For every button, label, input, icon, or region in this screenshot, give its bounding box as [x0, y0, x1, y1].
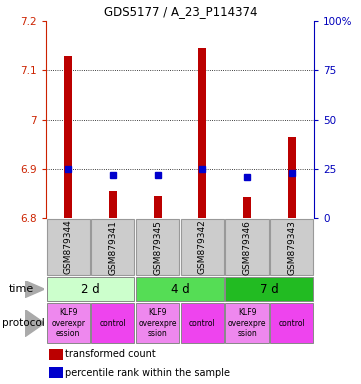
Bar — [243, 197, 251, 218]
Text: GDS5177 / A_23_P114374: GDS5177 / A_23_P114374 — [104, 5, 257, 18]
Text: protocol: protocol — [2, 318, 45, 328]
Bar — [288, 137, 296, 218]
Polygon shape — [25, 281, 44, 298]
Text: control: control — [278, 319, 305, 328]
Bar — [153, 196, 162, 218]
Bar — [109, 191, 117, 218]
FancyBboxPatch shape — [136, 219, 179, 275]
Bar — [48, 349, 63, 360]
Text: GSM879342: GSM879342 — [198, 220, 207, 275]
FancyBboxPatch shape — [91, 219, 134, 275]
Text: control: control — [189, 319, 216, 328]
Text: transformed count: transformed count — [65, 349, 156, 359]
FancyBboxPatch shape — [181, 303, 224, 343]
Text: GSM879346: GSM879346 — [243, 220, 252, 275]
Text: KLF9
overexpre
ssion: KLF9 overexpre ssion — [138, 308, 177, 338]
FancyBboxPatch shape — [47, 303, 90, 343]
Text: percentile rank within the sample: percentile rank within the sample — [65, 367, 230, 377]
Text: 2 d: 2 d — [81, 283, 100, 296]
Text: GSM879344: GSM879344 — [64, 220, 73, 275]
FancyBboxPatch shape — [226, 219, 269, 275]
Text: KLF9
overexpr
ession: KLF9 overexpr ession — [51, 308, 85, 338]
Bar — [48, 367, 63, 378]
Text: GSM879341: GSM879341 — [108, 220, 117, 275]
FancyBboxPatch shape — [226, 303, 269, 343]
FancyBboxPatch shape — [181, 219, 224, 275]
Text: time: time — [8, 284, 34, 294]
Text: GSM879345: GSM879345 — [153, 220, 162, 275]
Polygon shape — [25, 310, 44, 336]
Bar — [198, 48, 206, 218]
Text: 7 d: 7 d — [260, 283, 279, 296]
Text: control: control — [100, 319, 126, 328]
Text: KLF9
overexpre
ssion: KLF9 overexpre ssion — [228, 308, 266, 338]
Text: GSM879343: GSM879343 — [287, 220, 296, 275]
FancyBboxPatch shape — [270, 219, 313, 275]
FancyBboxPatch shape — [270, 303, 313, 343]
Text: 4 d: 4 d — [171, 283, 189, 296]
Bar — [64, 56, 72, 218]
FancyBboxPatch shape — [226, 277, 313, 301]
FancyBboxPatch shape — [47, 277, 134, 301]
FancyBboxPatch shape — [47, 219, 90, 275]
FancyBboxPatch shape — [91, 303, 134, 343]
FancyBboxPatch shape — [136, 303, 179, 343]
FancyBboxPatch shape — [136, 277, 224, 301]
